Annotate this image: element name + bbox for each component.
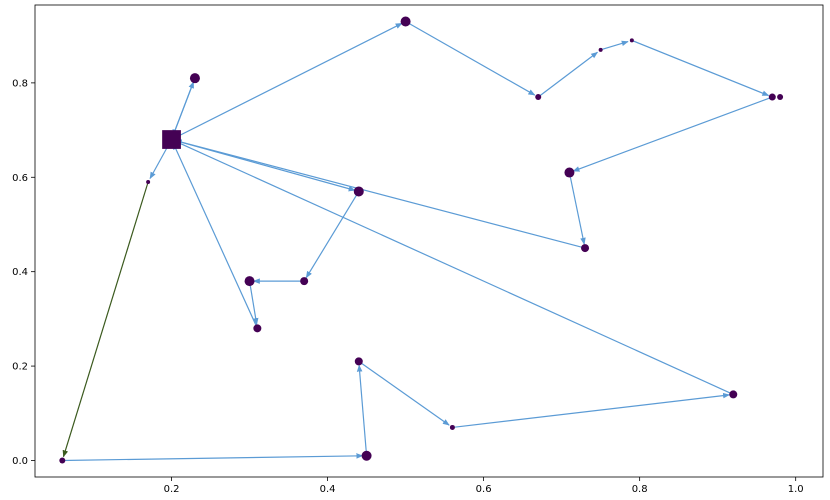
route-edge [172, 142, 258, 329]
data-point [535, 94, 542, 101]
data-point [253, 324, 262, 333]
x-tick-label: 0.2 [164, 484, 180, 495]
route-edge [631, 39, 770, 97]
data-point [244, 276, 255, 287]
route-edge [248, 281, 259, 326]
route-edge [405, 20, 536, 96]
x-tick-label: 1.0 [788, 484, 804, 495]
route-edge [537, 51, 599, 98]
route-edge [358, 360, 450, 426]
data-point [353, 186, 364, 197]
y-tick-label: 0.8 [12, 78, 28, 89]
x-tick-label: 0.8 [632, 484, 648, 495]
route-edge [174, 140, 734, 395]
x-tick-label: 0.6 [476, 484, 492, 495]
data-point [564, 167, 575, 178]
y-tick-label: 0.4 [12, 267, 28, 278]
route-edge [171, 22, 403, 141]
y-tick-label: 0.0 [12, 456, 28, 467]
data-point [729, 390, 738, 399]
data-point [598, 47, 603, 52]
route-edge [174, 139, 586, 249]
route-edge [568, 172, 586, 245]
data-point [59, 457, 66, 464]
data-point [777, 94, 784, 101]
route-edge [172, 77, 196, 137]
data-point [361, 450, 372, 461]
y-axis-ticks: 0.0 0.2 0.4 0.6 0.8 [12, 78, 35, 467]
x-axis-ticks: 0.2 0.4 0.6 0.8 1.0 [164, 477, 804, 495]
route-edge [572, 96, 773, 172]
data-point [300, 277, 309, 286]
data-point [629, 38, 634, 43]
route-edge [305, 191, 360, 279]
data-point [189, 73, 200, 84]
route-edge [452, 392, 730, 429]
data-point [354, 357, 363, 366]
x-tick-label: 0.4 [320, 484, 336, 495]
data-points [59, 16, 784, 464]
y-tick-label: 0.6 [12, 173, 28, 184]
route-edge [356, 364, 368, 456]
data-point [581, 244, 590, 253]
route-edges [62, 20, 773, 462]
data-point [146, 180, 151, 184]
axes-frame [34, 4, 824, 478]
route-edge [62, 453, 364, 462]
data-point [449, 424, 455, 430]
data-point [768, 93, 776, 101]
data-point [400, 16, 411, 27]
y-tick-label: 0.2 [12, 362, 28, 373]
depot-marker [162, 130, 181, 149]
route-edge [62, 181, 149, 458]
route-edge [600, 40, 629, 51]
